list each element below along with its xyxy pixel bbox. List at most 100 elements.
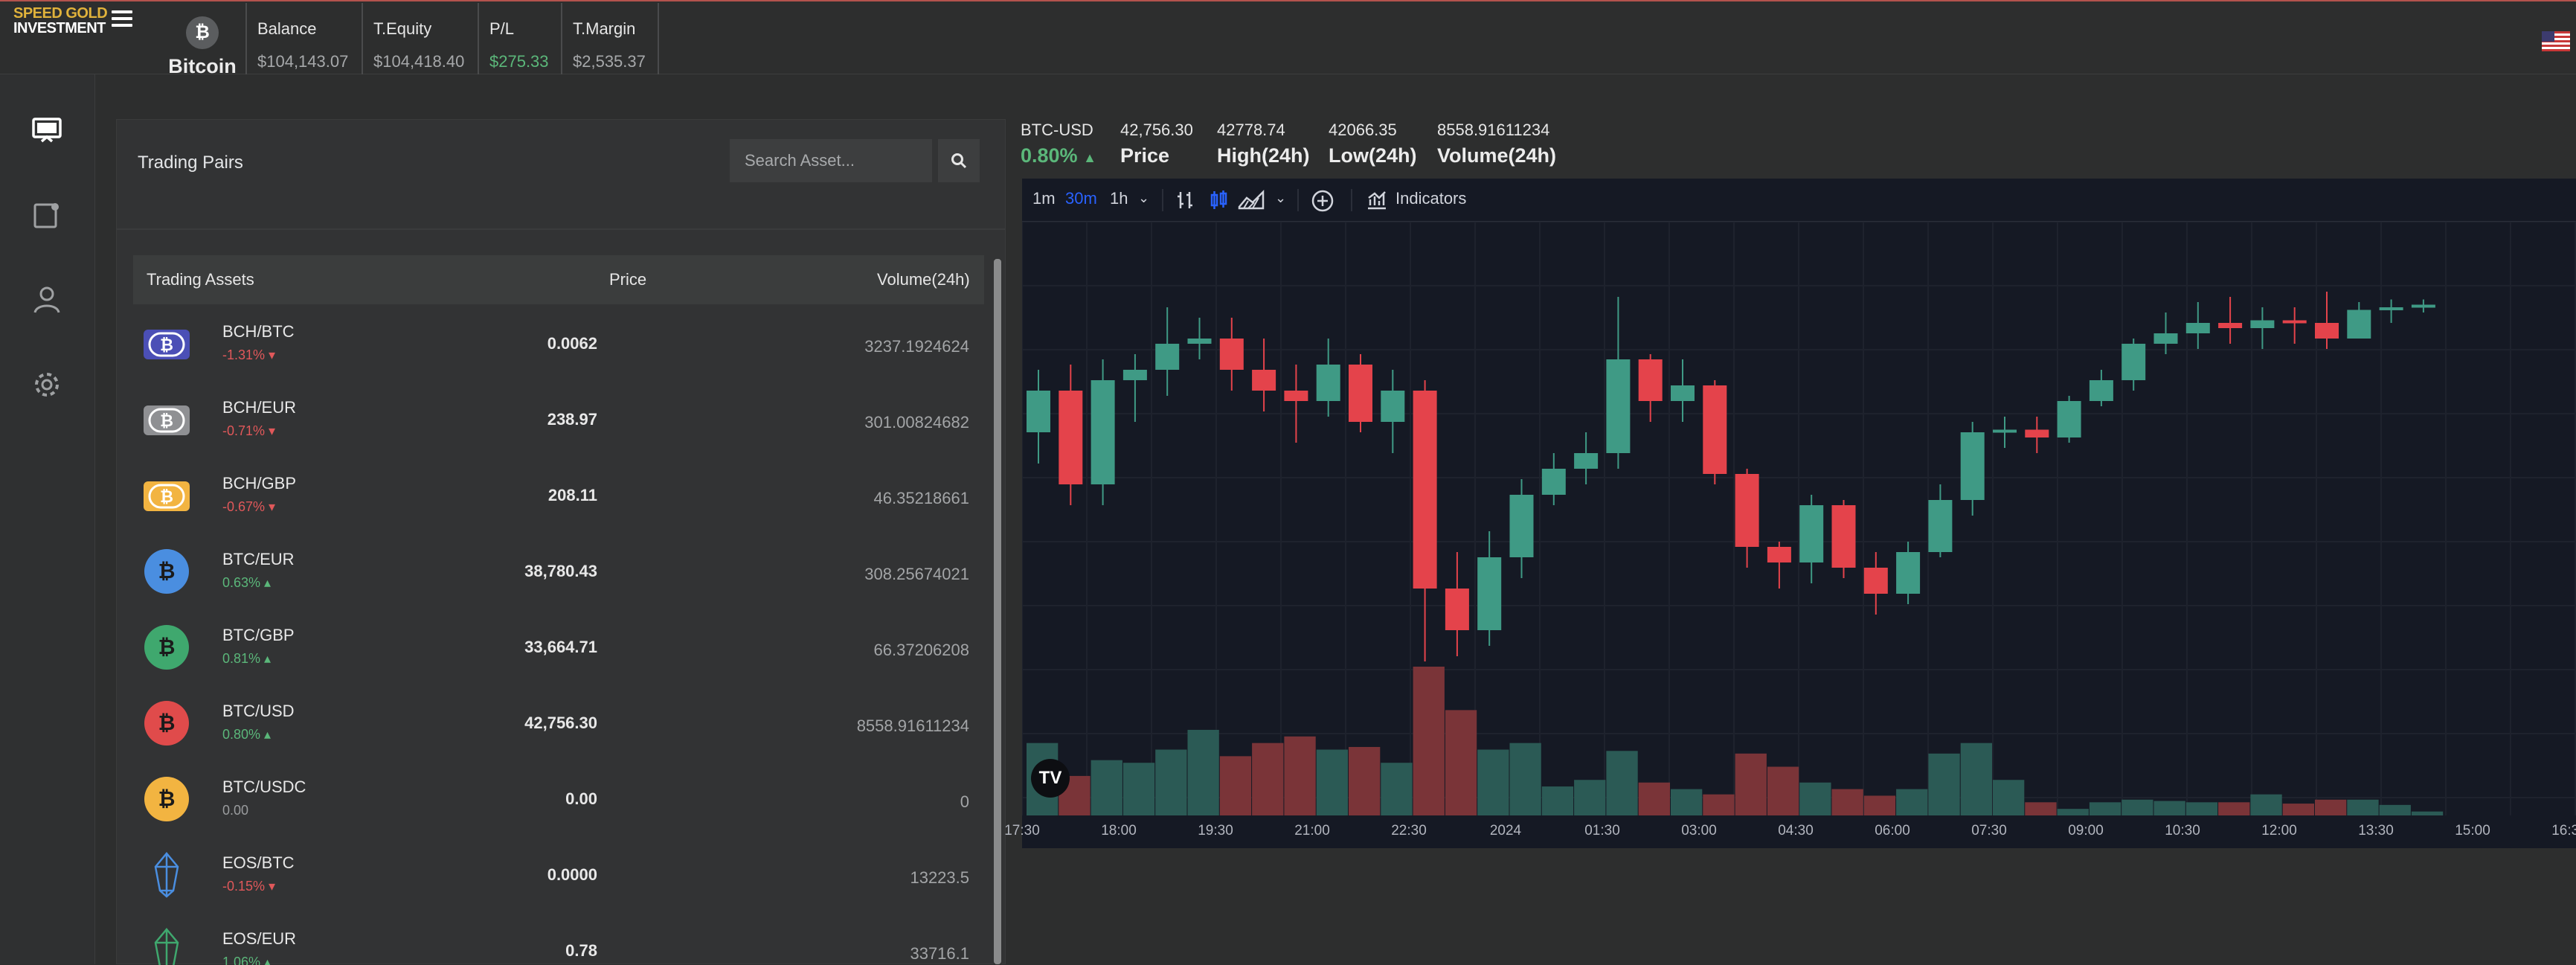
candle-body[interactable] <box>1928 500 1953 552</box>
candle-body[interactable] <box>1413 391 1437 589</box>
monitor-icon[interactable] <box>30 113 64 147</box>
volume-bar <box>1155 749 1187 815</box>
candle-body[interactable] <box>1638 359 1663 401</box>
candle-body[interactable] <box>1863 568 1888 594</box>
candle-body[interactable] <box>2089 380 2113 401</box>
brand-logo[interactable]: SPEED GOLD INVESTMENT <box>13 6 121 40</box>
candle-body[interactable] <box>2185 323 2210 333</box>
pair-price: 0.00 <box>565 789 597 808</box>
table-row[interactable]: ₿ BTC/USD 0.80% ▴ 42,756.30 8558.91611234 <box>133 684 984 760</box>
candlestick-svg[interactable] <box>1022 222 2576 848</box>
candle-body[interactable] <box>1252 370 1276 391</box>
candle-body[interactable] <box>1349 365 1372 422</box>
candle-body[interactable] <box>1896 552 1921 594</box>
table-row[interactable]: ₿ BTC/USDC 0.00 0.00 0 <box>133 760 984 836</box>
candle-body[interactable] <box>1187 339 1212 344</box>
volume-bar <box>2153 801 2185 815</box>
candle-body[interactable] <box>2153 333 2178 344</box>
user-icon[interactable] <box>30 283 64 317</box>
volume-bar <box>2089 802 2121 815</box>
candle-body[interactable] <box>1381 391 1405 422</box>
table-row[interactable]: ₿ BCH/EUR -0.71% ▾ 238.97 301.00824682 <box>133 380 984 456</box>
candle-body[interactable] <box>2379 307 2403 310</box>
chevron-down-icon[interactable]: ⌄ <box>1275 190 1287 205</box>
table-row[interactable]: EOS/BTC -0.15% ▾ 0.0000 13223.5 <box>133 836 984 911</box>
ticker-symbol: BTC-USD <box>1021 121 1093 139</box>
pair-change: 0.00 <box>222 803 249 818</box>
sidebar <box>0 74 95 964</box>
candle-body[interactable] <box>1735 474 1759 547</box>
search-button[interactable] <box>938 139 980 182</box>
candle-body[interactable] <box>2121 344 2146 380</box>
top-bar: SPEED GOLD INVESTMENT ₿ Bitcoin Balance … <box>0 0 2576 77</box>
candle-body[interactable] <box>2057 401 2081 437</box>
candle-body[interactable] <box>1219 339 1244 370</box>
ticker-low-block: 42066.35 Low(24h) <box>1329 121 1417 167</box>
time-label: 01:30 <box>1584 823 1620 839</box>
interval-30m[interactable]: 30m <box>1065 189 1097 208</box>
candle-body[interactable] <box>1284 391 1308 401</box>
candle-body[interactable] <box>2250 320 2275 329</box>
candle-body[interactable] <box>1831 505 1856 568</box>
candle-body[interactable] <box>1316 365 1340 401</box>
candle-body[interactable] <box>1993 429 2017 433</box>
candle-body[interactable] <box>1122 370 1147 380</box>
candle-body[interactable] <box>1606 359 1631 453</box>
time-label: 22:30 <box>1391 823 1427 839</box>
pair-name: EOS/BTC <box>222 853 295 872</box>
compare-add-icon[interactable] <box>1311 189 1334 213</box>
candle-body[interactable] <box>1703 385 1727 474</box>
indicators-button[interactable]: Indicators <box>1395 189 1467 208</box>
pair-price: 42,756.30 <box>524 714 597 732</box>
tradingview-logo-icon[interactable]: TV <box>1031 759 1070 798</box>
price-chart[interactable]: 1m 30m 1h ⌄ ⌄ Indicators TV 17:30 18:00 19… <box>1004 179 2576 848</box>
chevron-down-icon[interactable]: ⌄ <box>1138 190 1150 205</box>
search-input[interactable] <box>730 139 932 182</box>
stat-value: $104,143.07 <box>257 52 349 71</box>
interval-1h[interactable]: 1h <box>1110 189 1128 208</box>
ticker-price-label: Price <box>1120 144 1170 167</box>
us-flag-icon[interactable] <box>2542 31 2570 51</box>
volume-bar <box>1122 763 1155 815</box>
table-row[interactable]: ₿ BCH/GBP -0.67% ▾ 208.11 46.35218661 <box>133 456 984 532</box>
menu-icon[interactable] <box>112 10 132 30</box>
candle-body[interactable] <box>1477 557 1502 630</box>
candle-body[interactable] <box>2315 323 2339 339</box>
candle-body[interactable] <box>1767 547 1791 562</box>
candle-body[interactable] <box>1574 453 1599 469</box>
gear-icon[interactable] <box>30 368 64 402</box>
table-row[interactable]: EOS/EUR 1.06% ▴ 0.78 33716.1 <box>133 911 984 965</box>
candle-body[interactable] <box>1155 344 1180 370</box>
candle-body[interactable] <box>1671 385 1695 401</box>
volume-bar <box>1187 729 1219 815</box>
note-icon[interactable] <box>30 198 64 232</box>
candle-body[interactable] <box>2218 323 2243 328</box>
area-style-icon[interactable] <box>1238 189 1266 211</box>
svg-text:₿: ₿ <box>158 711 176 734</box>
table-row[interactable]: ₿ BCH/BTC -1.31% ▾ 0.0062 3237.1924624 <box>133 304 984 380</box>
candle-body[interactable] <box>2282 320 2307 324</box>
scrollbar[interactable] <box>994 259 1001 964</box>
candle-body[interactable] <box>1509 495 1534 557</box>
volume-bar <box>1767 766 1799 815</box>
bar-style-icon[interactable] <box>1175 189 1198 211</box>
scrollbar-thumb[interactable] <box>994 259 1001 964</box>
interval-1m[interactable]: 1m <box>1032 189 1056 208</box>
candle-body[interactable] <box>1799 505 1824 562</box>
pair-name: EOS/EUR <box>222 929 297 948</box>
volume-bar <box>1896 789 1928 815</box>
selected-coin[interactable]: ₿ Bitcoin <box>162 9 242 77</box>
table-row[interactable]: ₿ BTC/GBP 0.81% ▴ 33,664.71 66.37206208 <box>133 608 984 684</box>
candle-body[interactable] <box>1960 432 1985 500</box>
candle-body[interactable] <box>1059 391 1083 484</box>
table-row[interactable]: ₿ BTC/EUR 0.63% ▴ 38,780.43 308.25674021 <box>133 532 984 608</box>
candle-body[interactable] <box>1027 391 1050 432</box>
candle-body[interactable] <box>1541 469 1566 495</box>
candle-style-icon[interactable] <box>1208 189 1230 211</box>
candle-body[interactable] <box>1091 380 1115 484</box>
indicators-icon[interactable] <box>1366 189 1388 211</box>
candle-body[interactable] <box>1445 589 1469 630</box>
candle-body[interactable] <box>2025 429 2049 438</box>
candle-body[interactable] <box>2347 310 2371 339</box>
candle-body[interactable] <box>2411 304 2435 308</box>
